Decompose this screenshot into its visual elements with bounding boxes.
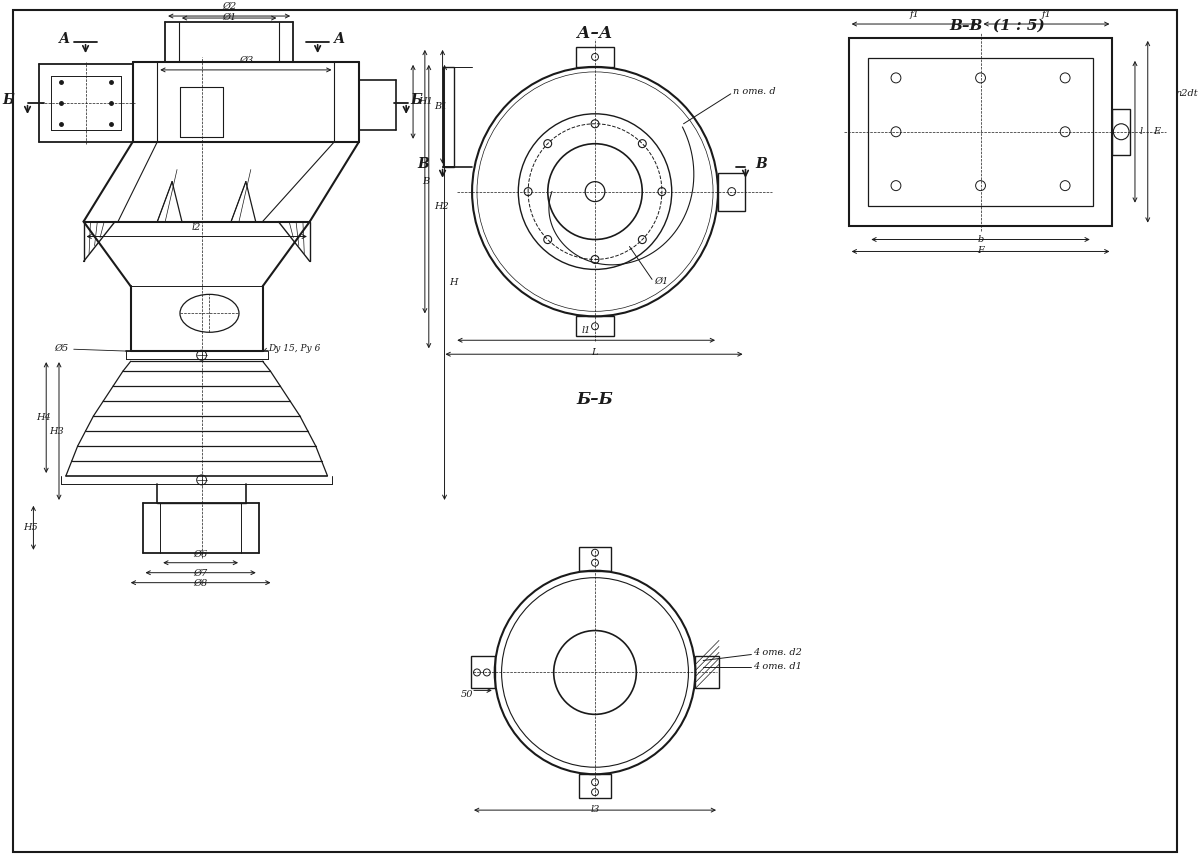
Text: 4 отв. d1: 4 отв. d1: [754, 662, 803, 671]
Text: H2: H2: [433, 202, 449, 211]
Text: Б: Б: [2, 93, 13, 107]
Bar: [443, 67, 455, 167]
Bar: [695, 656, 719, 688]
Text: n отв. d: n отв. d: [733, 88, 775, 96]
Text: Dy 15, Ру 6: Dy 15, Ру 6: [269, 344, 320, 353]
Text: Б–Б: Б–Б: [576, 390, 613, 408]
Text: f1: f1: [910, 10, 919, 19]
Bar: [580, 547, 611, 571]
Text: H3: H3: [49, 427, 64, 435]
Text: А: А: [59, 32, 70, 46]
Text: H5: H5: [24, 523, 38, 532]
Text: b: b: [978, 235, 984, 243]
Text: В–В  (1 : 5): В–В (1 : 5): [949, 19, 1045, 33]
Bar: [472, 656, 494, 688]
Text: E: E: [1153, 127, 1159, 136]
Bar: [576, 47, 613, 67]
Text: l3: l3: [590, 805, 600, 814]
Bar: [869, 58, 1093, 206]
Text: l2: l2: [192, 223, 202, 231]
Text: А–А: А–А: [577, 26, 613, 42]
Bar: [580, 774, 611, 798]
Text: B1: B1: [434, 102, 448, 111]
Text: l1: l1: [582, 326, 590, 335]
Text: l: l: [1140, 127, 1144, 136]
Text: n2dt: n2dt: [1175, 89, 1198, 98]
Bar: [576, 316, 613, 336]
Text: f1: f1: [1042, 10, 1051, 19]
Text: Ø1: Ø1: [222, 13, 236, 22]
Text: B: B: [422, 177, 430, 186]
Text: F: F: [977, 247, 984, 255]
Text: В: В: [755, 157, 767, 170]
Bar: [718, 173, 745, 211]
Text: H1: H1: [418, 97, 433, 107]
Text: L: L: [590, 348, 598, 357]
Text: 50: 50: [461, 690, 474, 699]
Bar: [1112, 109, 1130, 155]
Text: Ø3: Ø3: [239, 56, 253, 64]
Text: H4: H4: [36, 413, 52, 422]
Bar: [848, 38, 1112, 225]
Text: Ø6: Ø6: [193, 550, 208, 559]
Text: Ø1: Ø1: [654, 277, 668, 286]
Text: Ø8: Ø8: [193, 579, 208, 587]
Text: H: H: [450, 278, 458, 287]
Text: Ø2: Ø2: [222, 2, 236, 11]
Text: В: В: [418, 157, 428, 170]
Text: Б: Б: [410, 93, 422, 107]
Text: Ø7: Ø7: [193, 568, 208, 578]
Text: 4 отв. d2: 4 отв. d2: [754, 648, 803, 657]
Text: Ø5: Ø5: [54, 344, 68, 353]
Text: А: А: [334, 32, 344, 46]
